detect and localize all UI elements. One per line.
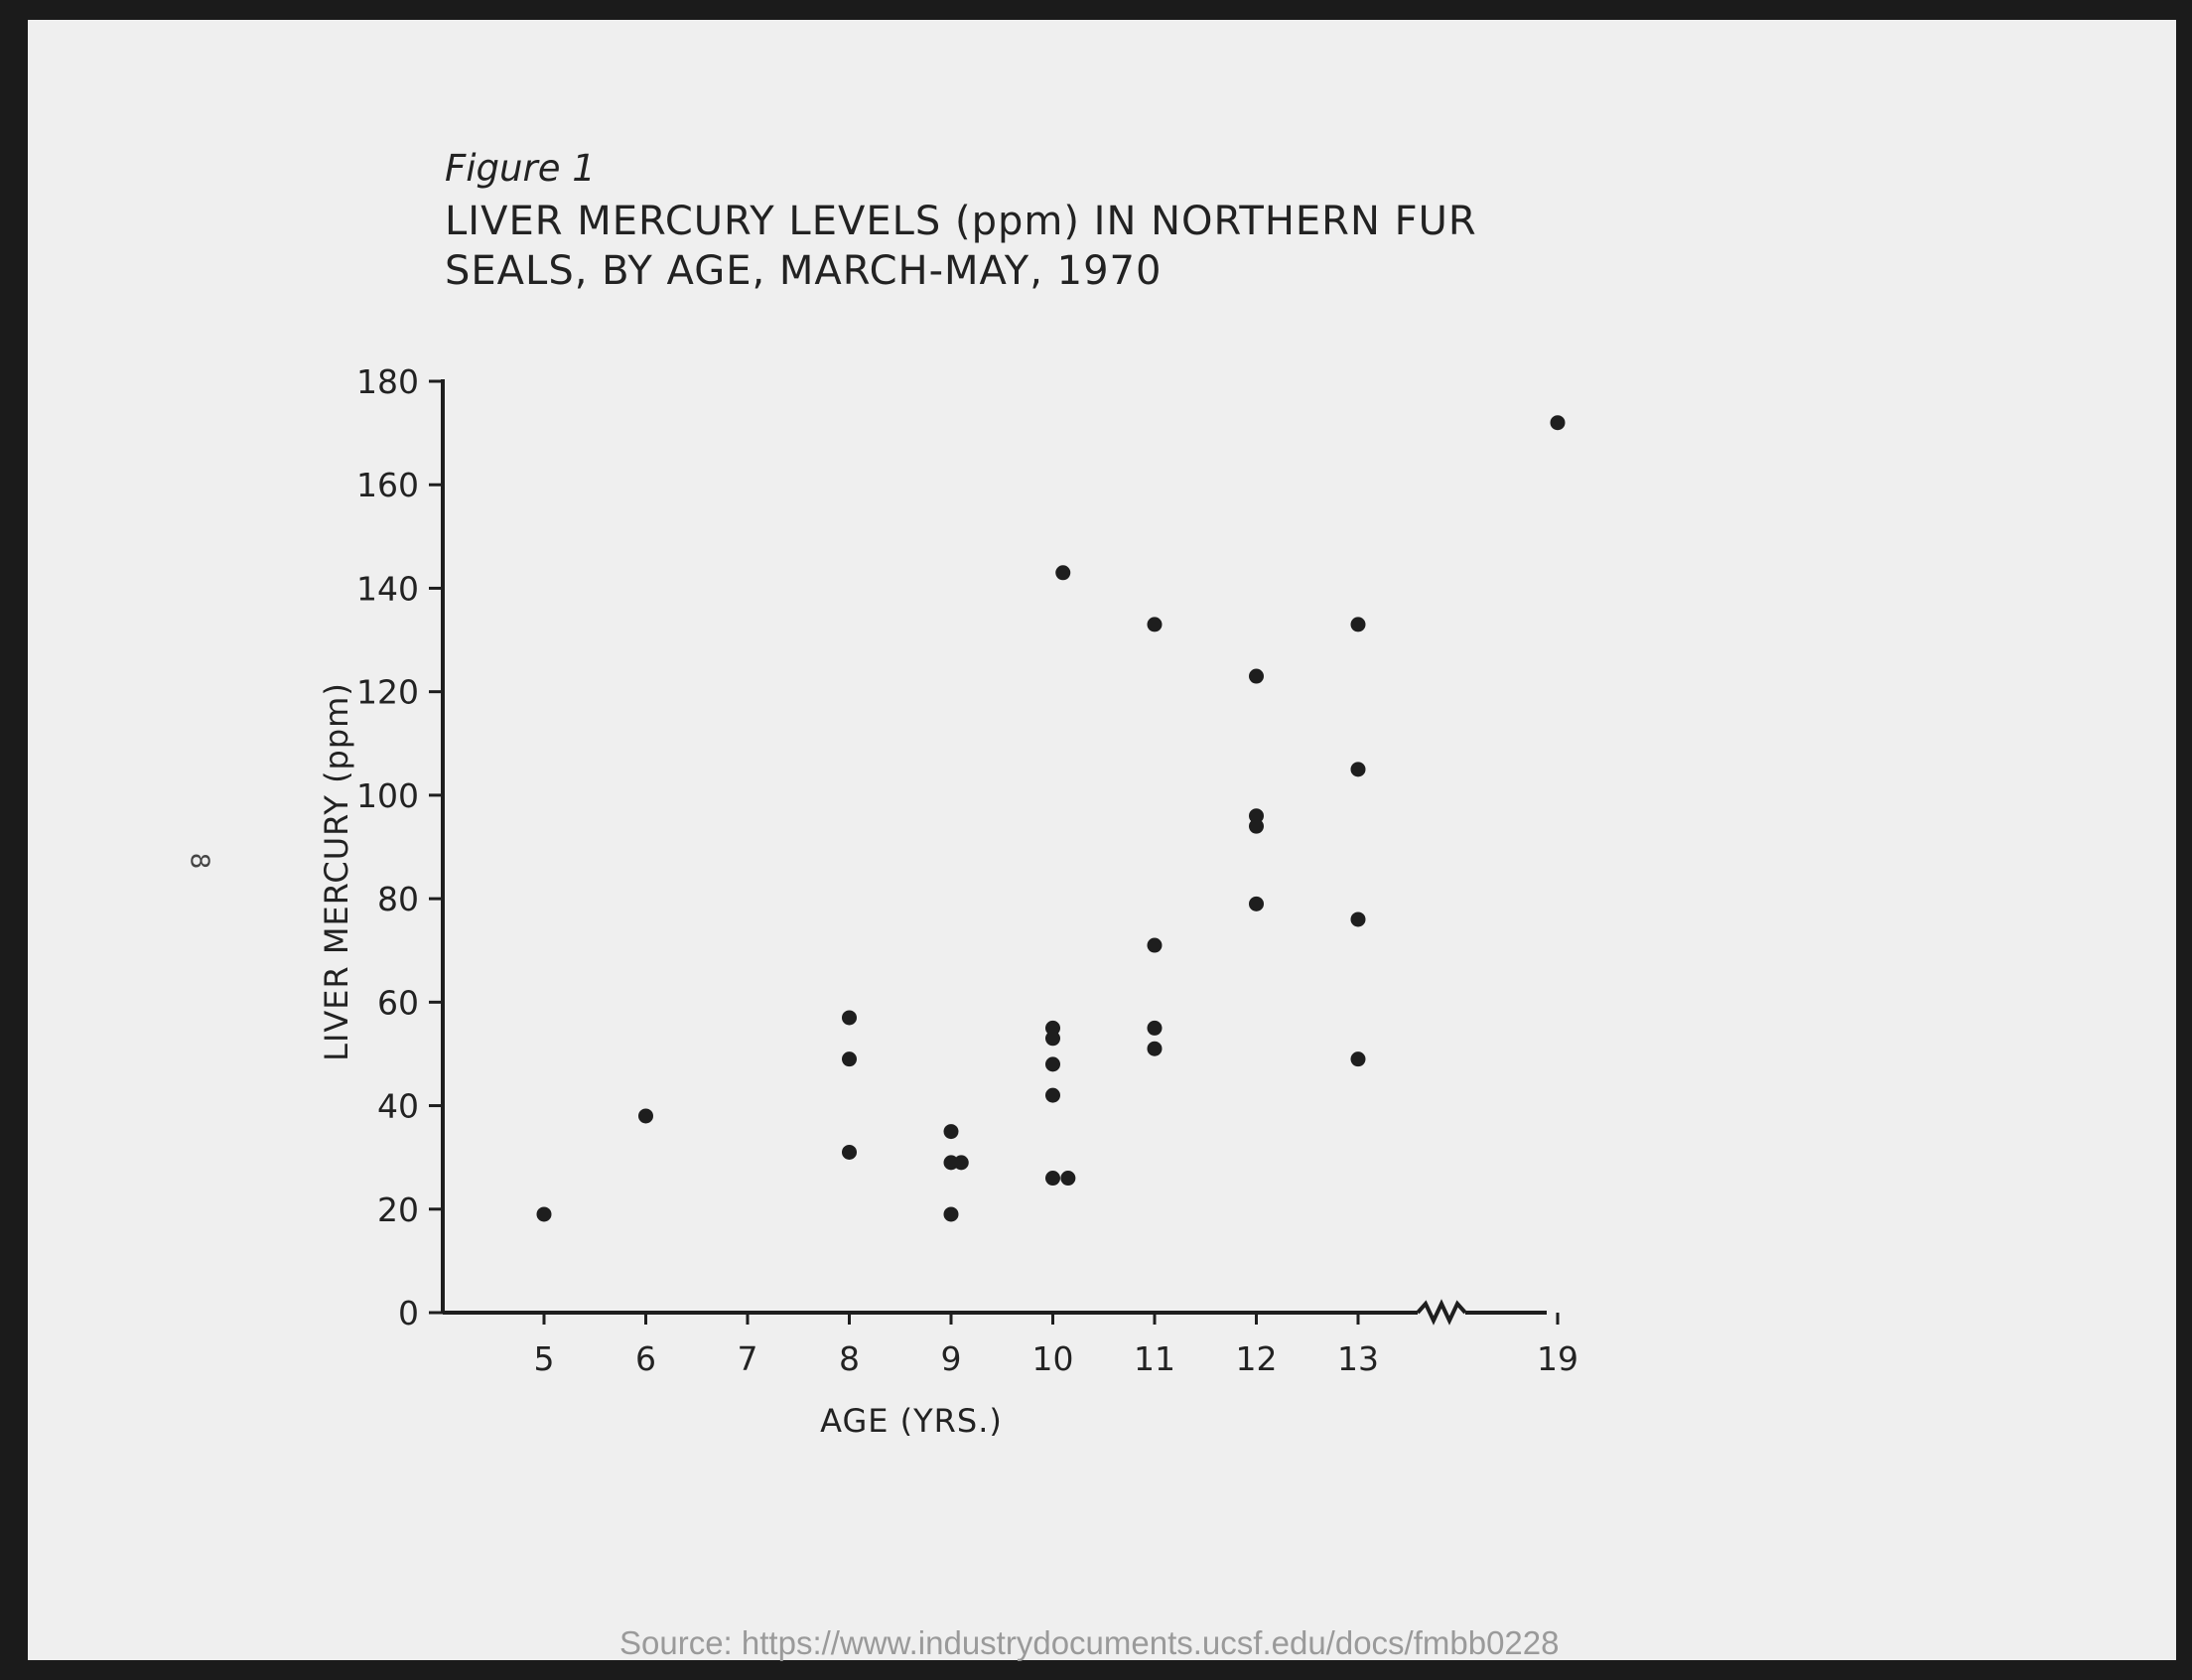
y-tick-label: 180	[356, 362, 419, 401]
data-point	[1249, 896, 1264, 911]
data-point	[943, 1206, 959, 1222]
document-page: Figure 1 LIVER MERCURY LEVELS (ppm) IN N…	[28, 20, 2176, 1661]
data-point	[943, 1155, 959, 1171]
y-tick-label: 0	[398, 1294, 419, 1332]
data-point	[1350, 1051, 1366, 1067]
data-point	[1045, 1087, 1060, 1103]
data-point	[943, 1124, 959, 1140]
y-axis-title: LIVER MERCURY (ppm)	[318, 682, 355, 1061]
data-point	[1045, 1171, 1060, 1187]
data-point	[1045, 1031, 1060, 1047]
figure-label: Figure 1	[445, 147, 596, 190]
x-tick-label: 13	[1337, 1339, 1379, 1378]
data-point	[1147, 1020, 1163, 1036]
data-point	[1350, 911, 1366, 927]
scatter-chart: 0 20 40 60 80 100 120 140 160 180 5 6 7 8 9 10 11 12 13 19…	[318, 362, 1578, 1440]
x-tick-label: 12	[1236, 1339, 1278, 1378]
x-tick-label: 5	[534, 1339, 555, 1378]
data-point	[1550, 415, 1566, 431]
x-tick-label: 10	[1032, 1339, 1074, 1378]
data-point	[1045, 1020, 1060, 1036]
chart-title-line-2: SEALS, BY AGE, MARCH-MAY, 1970	[445, 248, 1163, 294]
y-tick-label: 140	[356, 569, 419, 608]
y-tick-label: 60	[377, 983, 419, 1022]
data-point	[953, 1155, 969, 1171]
data-point	[842, 1051, 857, 1067]
y-tick-label: 40	[377, 1087, 419, 1126]
chart-axes	[441, 379, 1547, 1326]
data-point	[638, 1108, 653, 1124]
data-point	[1249, 808, 1264, 824]
x-tick-label: 8	[839, 1339, 860, 1378]
data-point	[1147, 1041, 1163, 1056]
data-point	[536, 1206, 552, 1222]
chart-title-line-1: LIVER MERCURY LEVELS (ppm) IN NORTHERN F…	[445, 199, 1477, 244]
x-tick-label: 7	[738, 1339, 758, 1378]
y-tick-label: 120	[356, 673, 419, 712]
source-footer: Source: https://www.industrydocuments.uc…	[619, 1624, 1560, 1661]
x-axis-break	[1416, 1299, 1467, 1326]
data-point	[842, 1144, 857, 1160]
x-tick-label: 11	[1134, 1339, 1175, 1378]
data-point	[1045, 1056, 1060, 1072]
data-point	[1350, 617, 1366, 632]
data-point	[1147, 937, 1163, 953]
y-axis-ticks: 0 20 40 60 80 100 120 140 160 180	[356, 362, 443, 1332]
x-axis-ticks: 5 6 7 8 9 10 11 12 13 19	[534, 1313, 1578, 1378]
data-point	[1055, 565, 1071, 581]
y-tick-label: 80	[377, 880, 419, 918]
x-tick-label: 6	[635, 1339, 656, 1378]
data-point	[842, 1010, 857, 1026]
y-tick-label: 100	[356, 776, 419, 815]
data-point	[1060, 1171, 1076, 1187]
x-tick-label: 19	[1537, 1339, 1578, 1378]
x-axis-title: AGE (YRS.)	[820, 1402, 1003, 1440]
data-point	[1350, 762, 1366, 777]
y-tick-label: 160	[356, 466, 419, 504]
data-point	[1249, 818, 1264, 834]
data-point	[1147, 617, 1163, 632]
y-tick-label: 20	[377, 1190, 419, 1229]
data-points	[536, 415, 1566, 1222]
data-point	[1249, 668, 1264, 684]
x-tick-label: 9	[941, 1339, 962, 1378]
